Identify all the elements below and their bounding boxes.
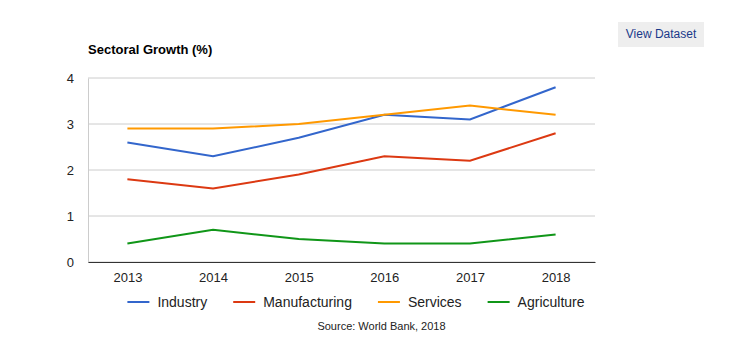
x-tick-label: 2014	[199, 270, 228, 285]
x-tick: 2015	[285, 262, 314, 285]
legend-swatch	[488, 301, 510, 303]
series-line	[127, 230, 555, 244]
x-tick-label: 2017	[456, 270, 485, 285]
y-tick-label: 1	[67, 209, 74, 224]
source: Source: World Bank, 2018	[317, 320, 445, 332]
grid-line	[88, 124, 595, 125]
y-tick: 2	[67, 163, 88, 178]
legend-item: Manufacturing	[233, 294, 352, 310]
legend-label: Agriculture	[518, 294, 585, 310]
chart: Sectoral Growth (%) 0 1 2 3 4 2013 2014 2015 2016…	[0, 0, 743, 338]
legend-item: Services	[378, 294, 462, 310]
y-tick: 4	[67, 71, 88, 86]
legend-swatch	[378, 301, 400, 303]
y-tick: 3	[67, 117, 88, 132]
legend-label: Manufacturing	[263, 294, 352, 310]
grid-line	[88, 170, 595, 171]
legend-swatch	[127, 301, 149, 303]
x-tick: 2013	[113, 262, 142, 285]
y-tick: 1	[67, 209, 88, 224]
y-tick-label: 3	[67, 117, 74, 132]
x-tick: 2014	[199, 262, 228, 285]
y-tick-label: 0	[67, 255, 74, 270]
series-line	[127, 106, 555, 129]
x-tick-label: 2016	[370, 270, 399, 285]
series-line	[127, 87, 555, 156]
legend-item: Industry	[127, 294, 207, 310]
y-tick: 0	[67, 255, 88, 270]
grid-line	[88, 216, 595, 217]
legend-label: Industry	[157, 294, 207, 310]
x-tick: 2016	[370, 262, 399, 285]
y-tick-label: 2	[67, 163, 74, 178]
x-tick-label: 2013	[113, 270, 142, 285]
x-tick: 2018	[542, 262, 571, 285]
grid	[88, 78, 595, 262]
x-tick-label: 2018	[542, 270, 571, 285]
x-axis-line	[89, 262, 596, 263]
x-tick-label: 2015	[285, 270, 314, 285]
y-axis: 0 1 2 3 4	[67, 71, 89, 270]
y-tick-label: 4	[67, 71, 74, 86]
title: Sectoral Growth (%)	[88, 42, 212, 57]
view-dataset-button[interactable]: View Dataset	[618, 22, 704, 47]
y-axis-line	[88, 79, 89, 263]
series-line	[127, 133, 555, 188]
x-tick: 2017	[456, 262, 485, 285]
legend-item: Agriculture	[488, 294, 585, 310]
legend-swatch	[233, 301, 255, 303]
legend: Industry Manufacturing Services Agriculture	[127, 294, 584, 310]
lines	[127, 87, 555, 243]
grid-line	[88, 78, 595, 79]
legend-label: Services	[408, 294, 462, 310]
grid-line	[88, 262, 595, 263]
x-axis: 2013 2014 2015 2016 2017 2018	[89, 262, 596, 285]
